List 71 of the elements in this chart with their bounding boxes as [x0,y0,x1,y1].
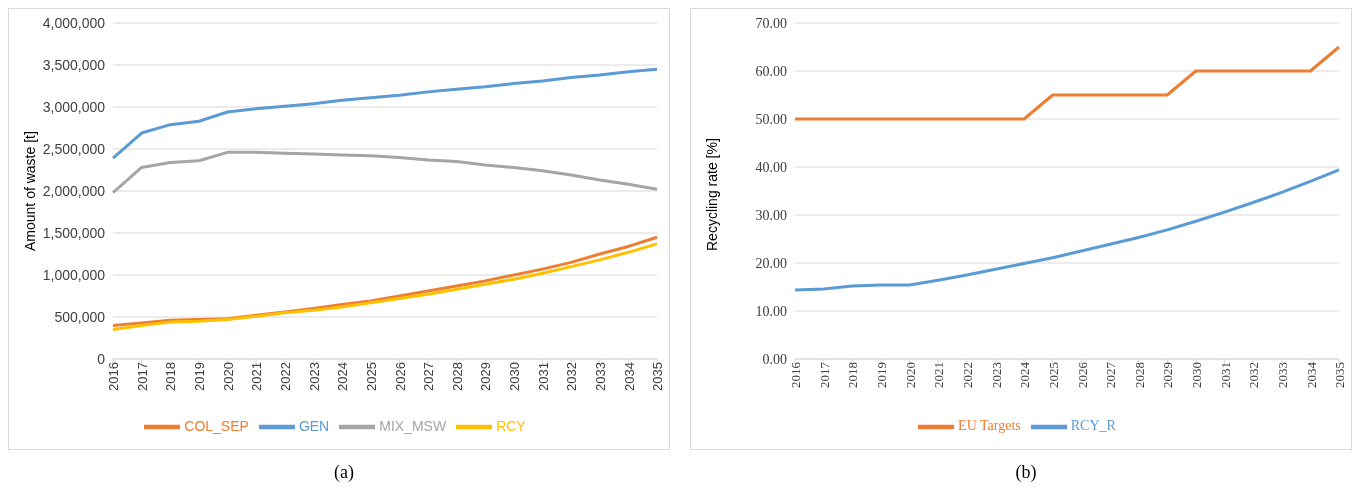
y-tick-label: 30.00 [755,207,787,223]
x-tick-label: 2028 [449,362,465,391]
y-tick-label: 2,500,000 [42,140,106,157]
x-tick-label: 2026 [392,362,408,391]
line-series [111,67,659,160]
x-tick-label: 2024 [335,362,351,391]
x-tick-label: 2026 [1074,361,1090,388]
x-tick-label: 2033 [592,362,608,391]
x-tick-label: 2022 [960,362,976,388]
x-tick-label: 2018 [845,362,861,388]
y-tick-label: 40.00 [755,159,787,175]
x-tick-label: 2030 [507,362,523,391]
x-tick-label: 2027 [1103,361,1119,388]
y-tick-label: 10.00 [755,303,787,319]
x-tick-label: 2023 [988,362,1004,388]
x-tick-label: 2017 [134,362,150,391]
line-series [793,45,1341,121]
y-tick-label: 4,000,000 [42,14,106,31]
legend-label: EU Targets [958,418,1021,434]
legend-label: GEN [298,417,330,434]
x-tick-label: 2035 [650,362,666,391]
y-tick-label: 1,000,000 [42,266,106,283]
y-tick-label: 500,000 [54,308,106,325]
x-tick-label: 2020 [220,362,236,391]
y-axis-title: Amount of waste [t] [21,131,38,251]
legend-label: RCY_R [1070,418,1116,434]
x-tick-label: 2035 [1332,362,1348,388]
x-tick-label: 2025 [1045,362,1061,388]
y-tick-label: 60.00 [755,63,787,79]
x-tick-label: 2025 [363,362,379,391]
x-tick-label: 2017 [816,361,832,388]
y-tick-label: 3,500,000 [42,56,106,73]
legend-label: COL_SEP [184,417,249,434]
x-tick-label: 2016 [106,362,122,391]
line-series [793,168,1341,292]
x-tick-label: 2034 [1303,361,1319,388]
x-tick-label: 2028 [1131,362,1147,388]
x-tick-label: 2021 [249,362,265,391]
x-tick-label: 2021 [931,362,947,388]
x-tick-label: 2020 [902,362,918,388]
y-tick-label: 3,000,000 [42,98,106,115]
x-tick-label: 2029 [1160,362,1176,388]
text: (a) [333,462,355,483]
x-tick-label: 2029 [478,362,494,391]
y-axis-title: Recycling rate [%] [703,138,720,251]
x-tick-label: 2019 [192,362,208,391]
y-tick-label: 50.00 [755,111,787,127]
x-tick-label: 2022 [278,362,294,391]
y-tick-label: 2,000,000 [42,182,106,199]
x-tick-label: 2034 [621,362,637,391]
y-tick-label: 0 [97,350,106,367]
y-tick-label: 1,500,000 [42,224,106,241]
x-tick-label: 2027 [421,362,437,391]
legend-label: RCY [496,417,526,434]
y-tick-label: 20.00 [755,255,787,271]
x-tick-label: 2032 [1246,362,1262,388]
y-tick-label: 0.00 [762,351,787,367]
x-tick-label: 2019 [874,362,890,388]
x-tick-label: 2018 [163,362,179,391]
x-tick-label: 2031 [535,362,551,391]
x-tick-label: 2033 [1274,362,1290,388]
x-tick-label: 2016 [788,361,804,388]
line-series [111,150,659,195]
legend-label: MIX_MSW [379,417,447,434]
x-tick-label: 2023 [306,362,322,391]
x-tick-label: 2030 [1189,362,1205,388]
text: (b) [1014,462,1038,483]
x-tick-label: 2032 [564,362,580,391]
y-tick-label: 70.00 [755,15,787,31]
x-tick-label: 2024 [1017,361,1033,388]
x-tick-label: 2031 [1217,362,1233,388]
